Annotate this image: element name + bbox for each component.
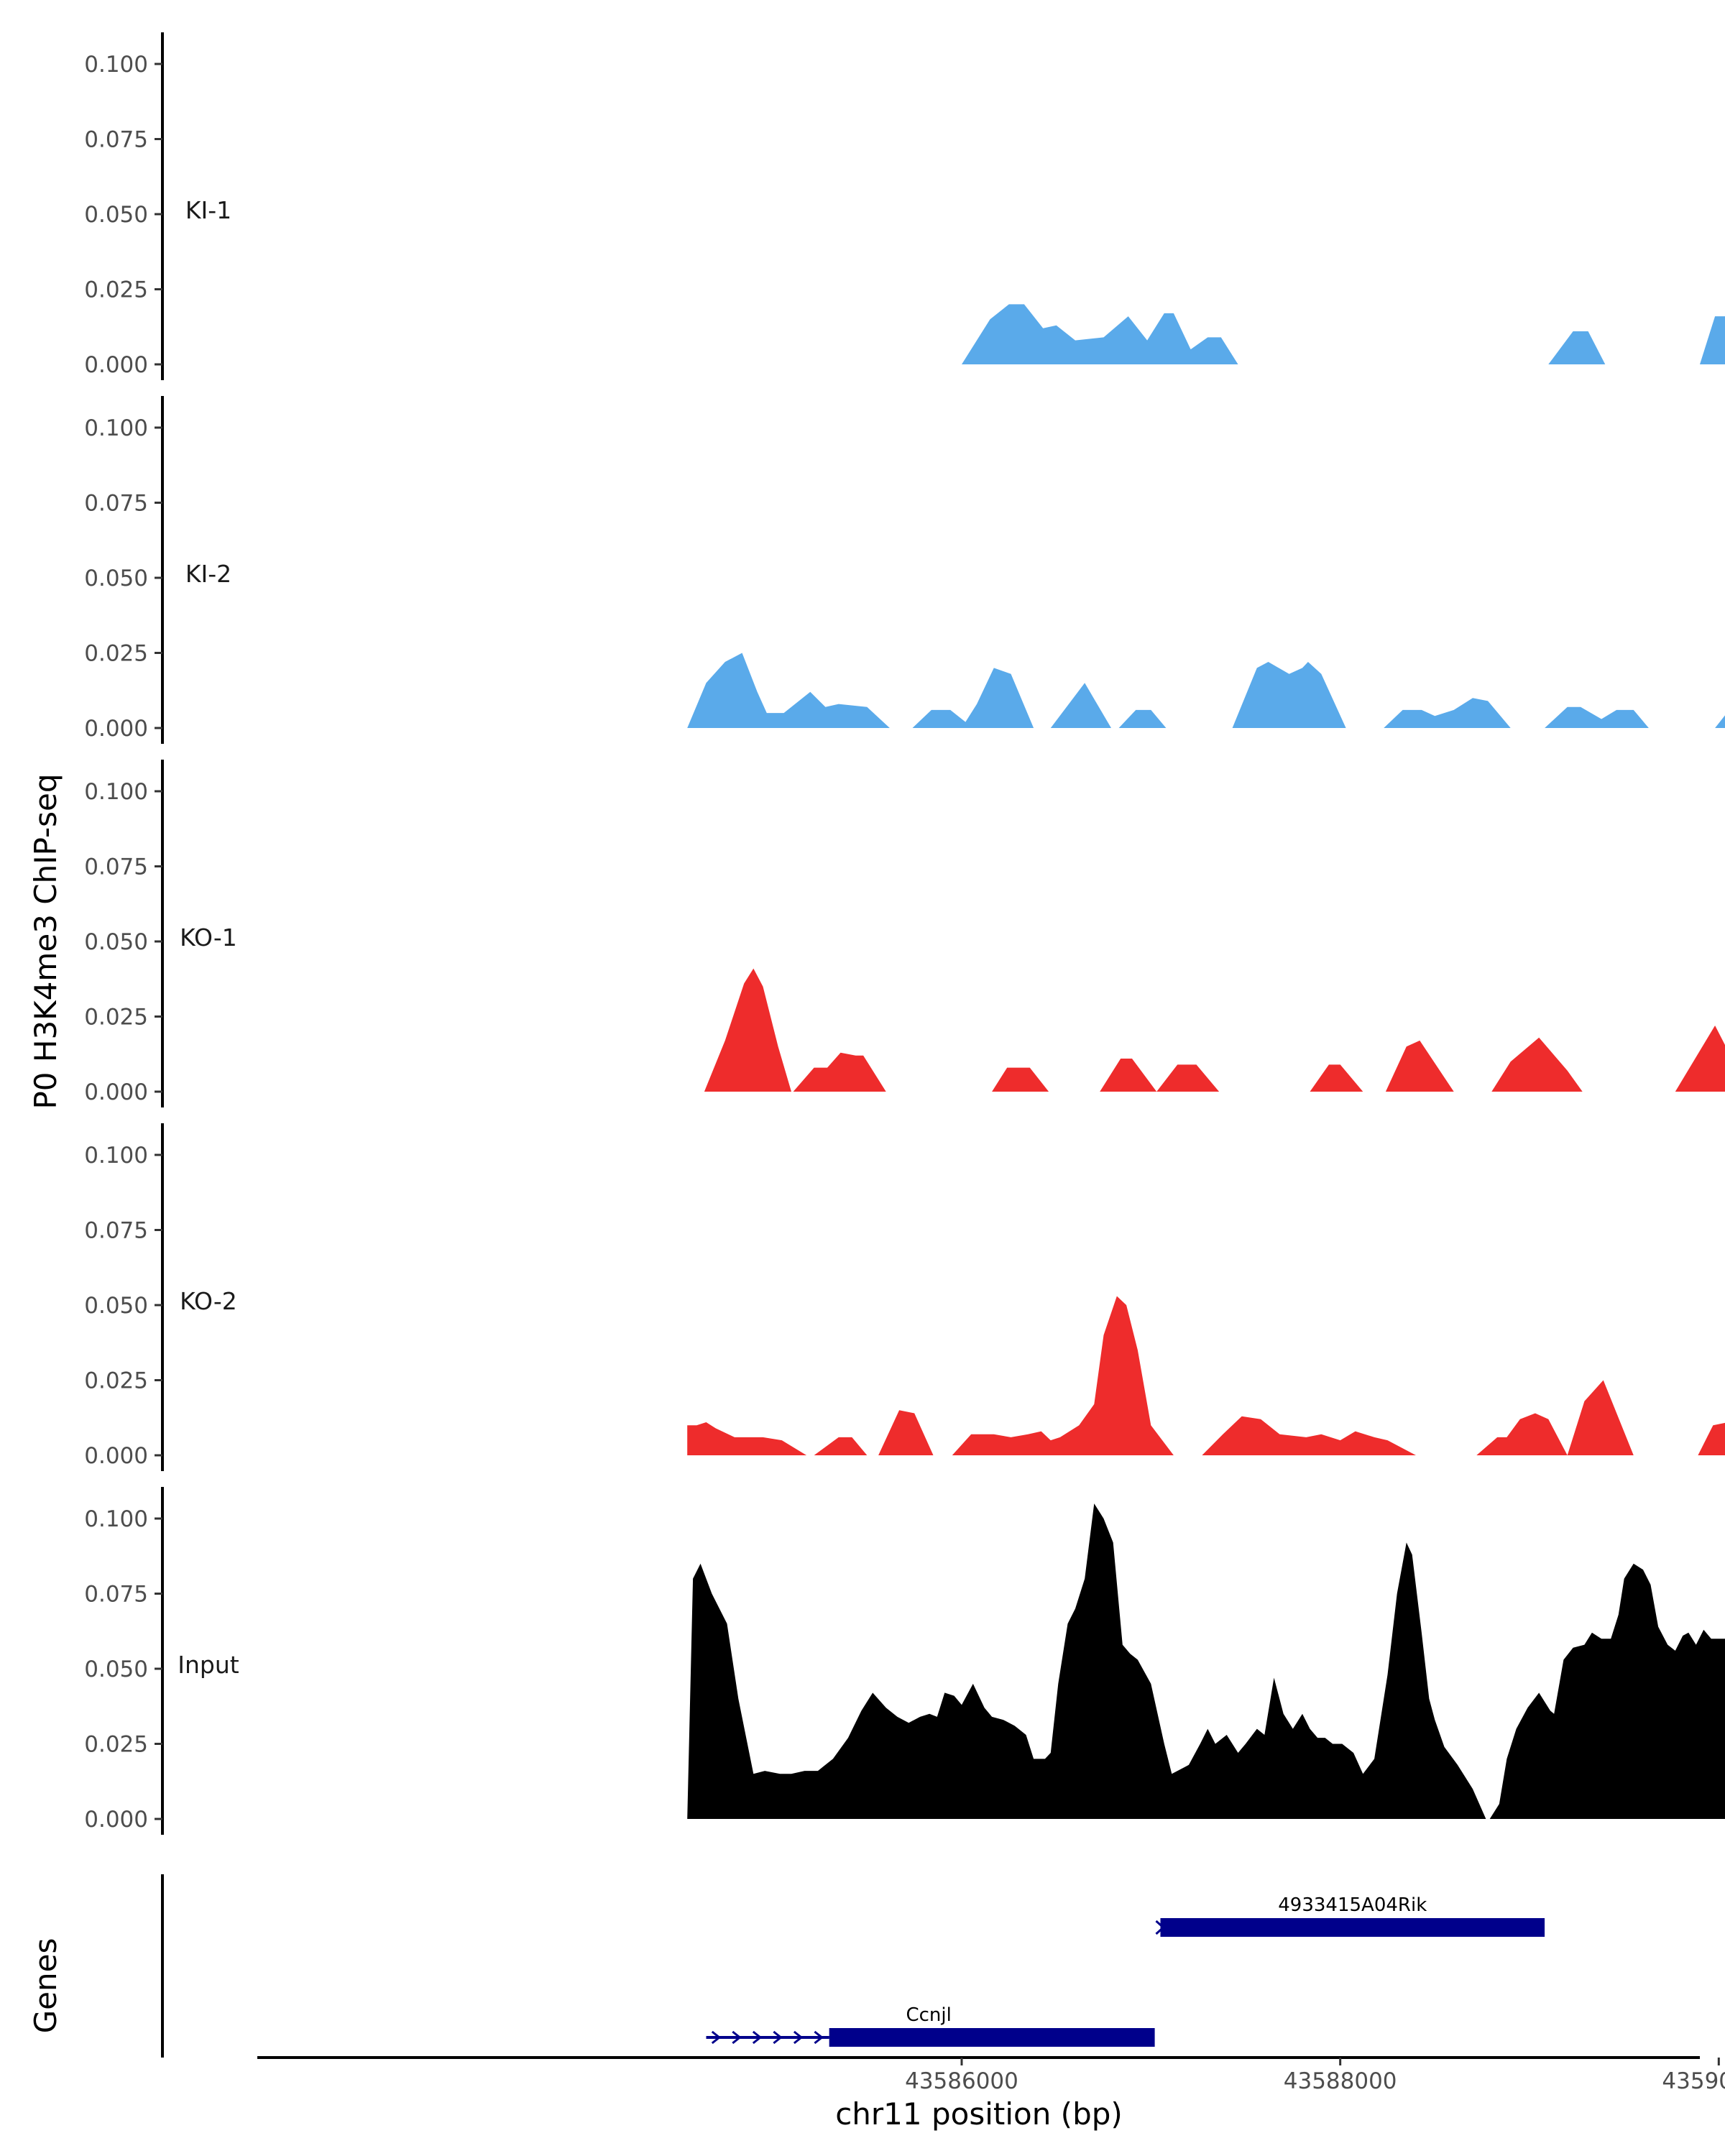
signal-area-ki-2 xyxy=(1232,662,1346,728)
strand-arrow-icon xyxy=(711,2030,722,2045)
signal-area-ko-2 xyxy=(1476,1413,1568,1455)
track-label-input: Input xyxy=(178,1651,239,1679)
strand-arrow-icon xyxy=(793,2030,804,2045)
signal-area-ko-2 xyxy=(1202,1416,1416,1455)
signal-area-ki-1 xyxy=(1700,316,1725,364)
gene-marks: 4933415A04Rik Ccnjl xyxy=(706,1894,1545,2047)
y-tick-label: 0.100 xyxy=(84,1143,148,1169)
x-axis: 43586000 43588000 43590000 xyxy=(257,2056,1725,2094)
gene-exon-bar xyxy=(829,2028,1155,2047)
signal-area-ko-2 xyxy=(814,1437,868,1455)
signal-area-ko-1 xyxy=(1491,1037,1583,1092)
y-tick-label: 0.100 xyxy=(84,415,148,441)
y-tick-label: 0.025 xyxy=(84,277,148,303)
tracks-layer: 0.1000.0750.0500.0250.000KI-10.1000.0750… xyxy=(84,32,1725,1835)
genes-layer: 4933415A04Rik Ccnjl xyxy=(161,1874,1545,2058)
track-ko-1: 0.100 0.075 0.050 0.025 0.000 KO-1 xyxy=(84,760,1725,1107)
strand-arrow-icon xyxy=(752,2030,763,2045)
track-input: 0.100 0.075 0.050 0.025 0.000 Input xyxy=(84,1487,1725,1835)
signal-area-ko-1 xyxy=(1385,1040,1454,1092)
signal-area-ko-2 xyxy=(687,1422,807,1455)
y-tick-label: 0.100 xyxy=(84,1506,148,1532)
x-axis-title: chr11 position (bp) xyxy=(835,2096,1123,2132)
y-tick-label: 0.075 xyxy=(84,1218,148,1244)
signal-area-ki-2 xyxy=(687,653,890,728)
y-tick-label: 0.100 xyxy=(84,779,148,805)
y-tick-label: 0.100 xyxy=(84,52,148,78)
gene-label: 4933415A04Rik xyxy=(1278,1894,1427,1916)
y-tick-label: 0.000 xyxy=(84,352,148,378)
signal-area-ko-1 xyxy=(704,968,791,1092)
y-tick-label: 0.050 xyxy=(84,1293,148,1319)
signal-area-ki-1 xyxy=(962,304,1238,364)
y-tick-label: 0.075 xyxy=(84,127,148,153)
y-tick-label: 0.075 xyxy=(84,1582,148,1608)
signal-area-input xyxy=(687,1503,1486,1819)
gene-exon-bar xyxy=(1160,1918,1545,1937)
signal-area-ko-1 xyxy=(1310,1064,1363,1092)
track-ki-1: 0.100 0.075 0.050 0.025 0.000 KI-1 xyxy=(84,32,1725,380)
signal-area-ko-2 xyxy=(952,1296,1174,1455)
y-tick-label: 0.050 xyxy=(84,566,148,591)
y-tick-label: 0.000 xyxy=(84,1443,148,1469)
signal-area-ko-1 xyxy=(1100,1059,1220,1092)
track-label-ki-2: KI-2 xyxy=(185,560,231,588)
gene-track-title: Genes xyxy=(28,1938,63,2034)
track-label-ko-1: KO-1 xyxy=(180,923,237,952)
x-tick-label: 43590000 xyxy=(1662,2068,1725,2094)
strand-arrow-icon xyxy=(732,2030,742,2045)
y-axis-title: P0 H3K4me3 ChIP-seq xyxy=(28,773,63,1109)
track-ko-2: 0.100 0.075 0.050 0.025 0.000 KO-2 xyxy=(84,1123,1725,1471)
signal-area-ko-1 xyxy=(793,1052,886,1092)
track-label-ki-1: KI-1 xyxy=(185,196,231,224)
y-tick-label: 0.000 xyxy=(84,716,148,742)
signal-area-ki-2 xyxy=(1384,698,1511,728)
y-tick-label: 0.050 xyxy=(84,202,148,228)
signal-area-ko-2 xyxy=(878,1410,934,1455)
signal-area-ko-2 xyxy=(1698,1422,1725,1455)
signal-area-ki-2 xyxy=(1118,709,1167,728)
gene-ccnjl: Ccnjl xyxy=(706,2004,1155,2047)
signal-area-ki-2 xyxy=(912,668,1034,728)
signal-area-ki-2 xyxy=(1545,706,1649,728)
y-tick-label: 0.000 xyxy=(84,1079,148,1105)
strand-arrow-icon xyxy=(773,2030,783,2045)
strand-arrow-icon xyxy=(814,2030,824,2045)
signal-area-ko-2 xyxy=(1567,1380,1634,1455)
x-tick-label: 43586000 xyxy=(905,2068,1018,2094)
track-label-ko-2: KO-2 xyxy=(180,1287,237,1315)
y-tick-label: 0.050 xyxy=(84,929,148,955)
gene-label: Ccnjl xyxy=(906,2004,951,2026)
signal-area-ki-2 xyxy=(1050,683,1111,728)
y-tick-label: 0.075 xyxy=(84,854,148,880)
y-tick-label: 0.050 xyxy=(84,1657,148,1682)
signal-area-ko-1 xyxy=(992,1067,1049,1092)
y-tick-label: 0.025 xyxy=(84,1005,148,1031)
y-tick-label: 0.025 xyxy=(84,641,148,667)
signal-area-ki-1 xyxy=(1548,331,1606,364)
x-tick-label: 43588000 xyxy=(1284,2068,1397,2094)
signal-area-ki-2 xyxy=(1715,715,1725,728)
signal-area-input xyxy=(1489,1563,1725,1819)
y-tick-label: 0.025 xyxy=(84,1368,148,1394)
signal-area-ko-1 xyxy=(1675,1026,1725,1092)
gene-4933415a04rik: 4933415A04Rik xyxy=(1155,1894,1545,1937)
y-tick-label: 0.025 xyxy=(84,1732,148,1758)
track-ki-2: 0.100 0.075 0.050 0.025 0.000 KI-2 xyxy=(84,396,1725,744)
y-tick-label: 0.000 xyxy=(84,1807,148,1833)
y-tick-label: 0.075 xyxy=(84,491,148,517)
